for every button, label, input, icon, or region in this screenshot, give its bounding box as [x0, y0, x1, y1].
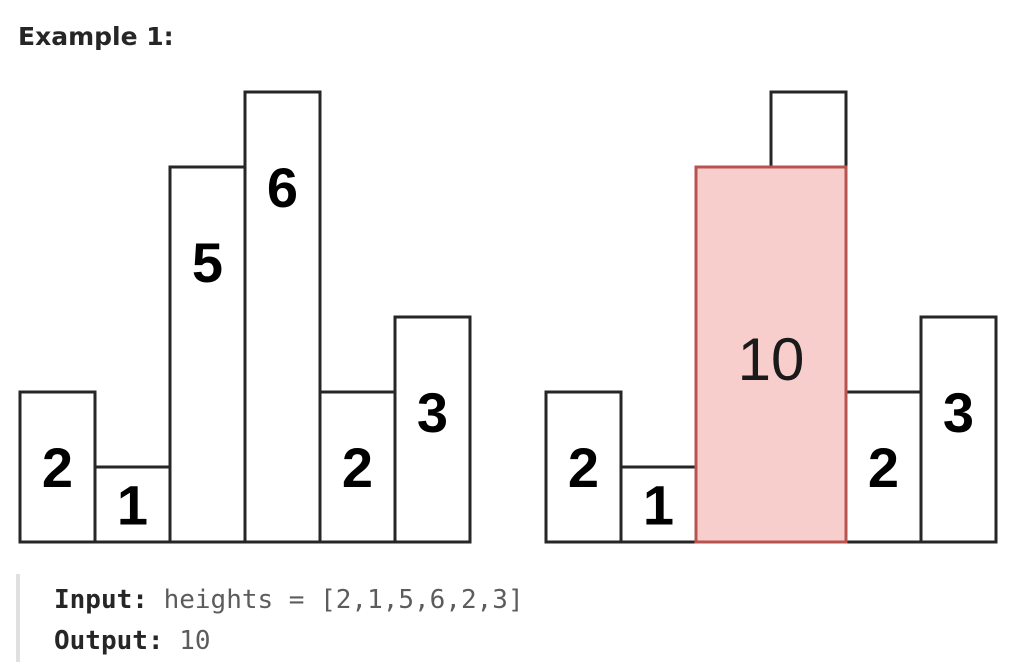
left-bar-label-4: 2 — [342, 436, 373, 499]
output-label: Output: — [54, 626, 164, 656]
right-bar-label-1: 1 — [643, 474, 674, 537]
input-line: Input: heights = [2,1,5,6,2,3] — [54, 580, 1016, 621]
output-value: 10 — [179, 626, 211, 656]
left-bar-label-0: 2 — [42, 436, 73, 499]
left-bar-label-2: 5 — [192, 231, 223, 294]
example-io-block: Input: heights = [2,1,5,6,2,3] Output: 1… — [16, 574, 1016, 662]
largest-rectangle-area-label: 10 — [738, 326, 805, 393]
right-bar-label-5: 3 — [943, 381, 974, 444]
left-bar-5 — [393, 315, 472, 544]
left-bar-label-3: 6 — [267, 156, 298, 219]
right-bar-5 — [919, 315, 998, 544]
input-value: heights = [2,1,5,6,2,3] — [163, 585, 524, 615]
right-bar-label-0: 2 — [568, 436, 599, 499]
left-bar-0 — [18, 390, 97, 544]
largest-rectangle — [694, 165, 848, 544]
left-bar-1 — [93, 465, 172, 544]
left-bar-label-1: 1 — [117, 474, 148, 537]
left-bar-3 — [243, 90, 322, 544]
example-title: Example 1: — [18, 22, 174, 51]
left-bar-2 — [168, 165, 247, 544]
left-bar-4 — [318, 390, 397, 544]
output-line: Output: 10 — [54, 621, 1016, 662]
right-bar-label-4: 2 — [868, 436, 899, 499]
left-bar-label-5: 3 — [417, 381, 448, 444]
right-bar-0 — [544, 390, 623, 544]
input-label: Input: — [54, 585, 148, 615]
